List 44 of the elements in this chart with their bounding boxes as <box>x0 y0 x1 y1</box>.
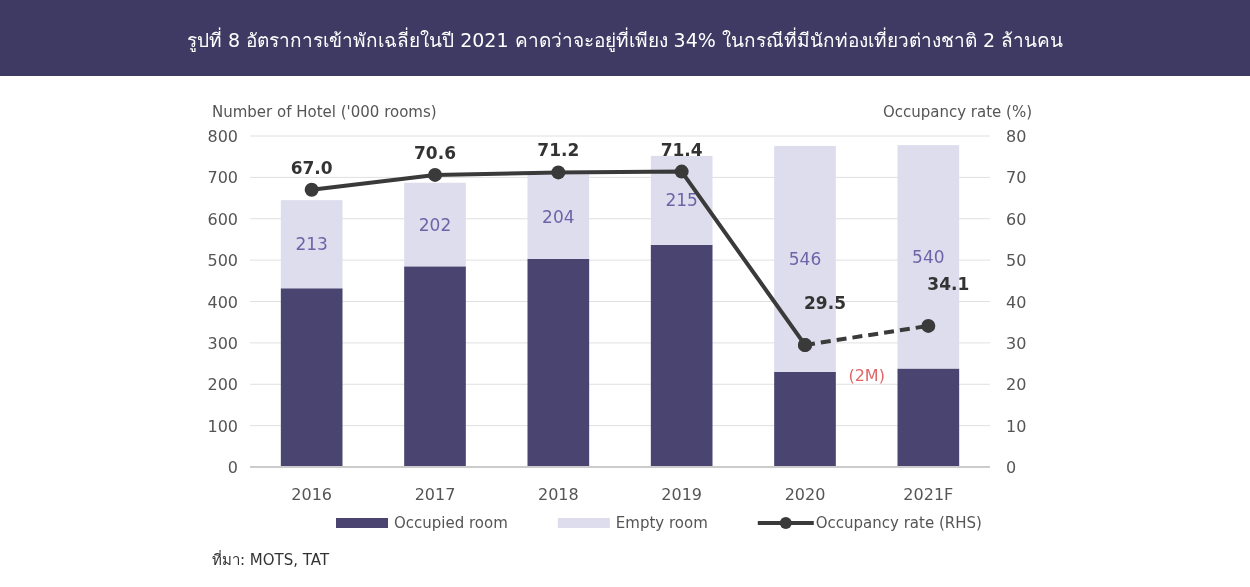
y2-tick-label: 50 <box>1006 251 1027 271</box>
y2-tick-label: 20 <box>1006 375 1027 395</box>
y-tick-label: 600 <box>207 209 238 229</box>
y-tick-label: 200 <box>207 375 238 395</box>
data-label: 546 <box>788 248 822 269</box>
x-tick-label: 2019 <box>661 485 703 504</box>
y2-tick-label: 60 <box>1006 209 1027 229</box>
data-label: 540 <box>912 246 945 267</box>
annotation: (2M) <box>848 365 885 385</box>
y-tick-label: 0 <box>227 458 238 477</box>
x-tick-label: 2021F <box>903 485 954 504</box>
data-label: 202 <box>418 214 452 235</box>
data-label: 34.1 <box>927 273 970 294</box>
y-tick-label: 800 <box>207 127 238 146</box>
data-label: 215 <box>665 190 698 211</box>
y2-tick-label: 80 <box>1006 127 1027 146</box>
x-tick-label: 2017 <box>414 485 456 504</box>
y2-tick-label: 70 <box>1006 168 1027 188</box>
x-tick-label: 2018 <box>537 485 579 504</box>
y-tick-label: 500 <box>207 251 238 271</box>
y2-tick-label: 10 <box>1006 416 1027 436</box>
data-label: 213 <box>295 234 328 255</box>
data-label: 70.6 <box>414 142 456 163</box>
x-tick-label: 2020 <box>784 485 826 504</box>
legend-label: Empty room <box>615 514 708 532</box>
data-label: 71.2 <box>537 140 580 161</box>
y-tick-label: 100 <box>207 416 238 436</box>
y-tick-label: 700 <box>207 168 238 188</box>
y2-tick-label: 0 <box>1006 458 1017 477</box>
legend-label: Occupied room <box>394 514 508 532</box>
x-tick-label: 2016 <box>291 485 333 504</box>
data-label: 71.4 <box>660 139 703 160</box>
data-label: 29.5 <box>804 292 846 313</box>
chart-title: รูปที่ 8 อัตราการเข้าพักเฉลี่ยในปี 2021 คาดว่าจะอยู่ที่เพียง 34% ในกรณีที่มีนักท่องเที่ยวต่างชาติ 2 ล้านคน <box>186 27 1064 52</box>
y-tick-label: 300 <box>207 333 238 353</box>
legend-label: Occupancy rate (RHS) <box>815 514 982 532</box>
y-tick-label: 400 <box>207 292 238 312</box>
y-axis-title: Number of Hotel ('000 rooms) <box>212 103 437 121</box>
data-label: 67.0 <box>290 157 333 178</box>
y2-axis-title: Occupancy rate (%) <box>882 103 1032 121</box>
data-label: 204 <box>542 206 575 227</box>
y2-tick-label: 40 <box>1006 292 1027 312</box>
y2-tick-label: 30 <box>1006 333 1027 353</box>
text: ที่มา: MOTS, TAT <box>212 549 330 569</box>
